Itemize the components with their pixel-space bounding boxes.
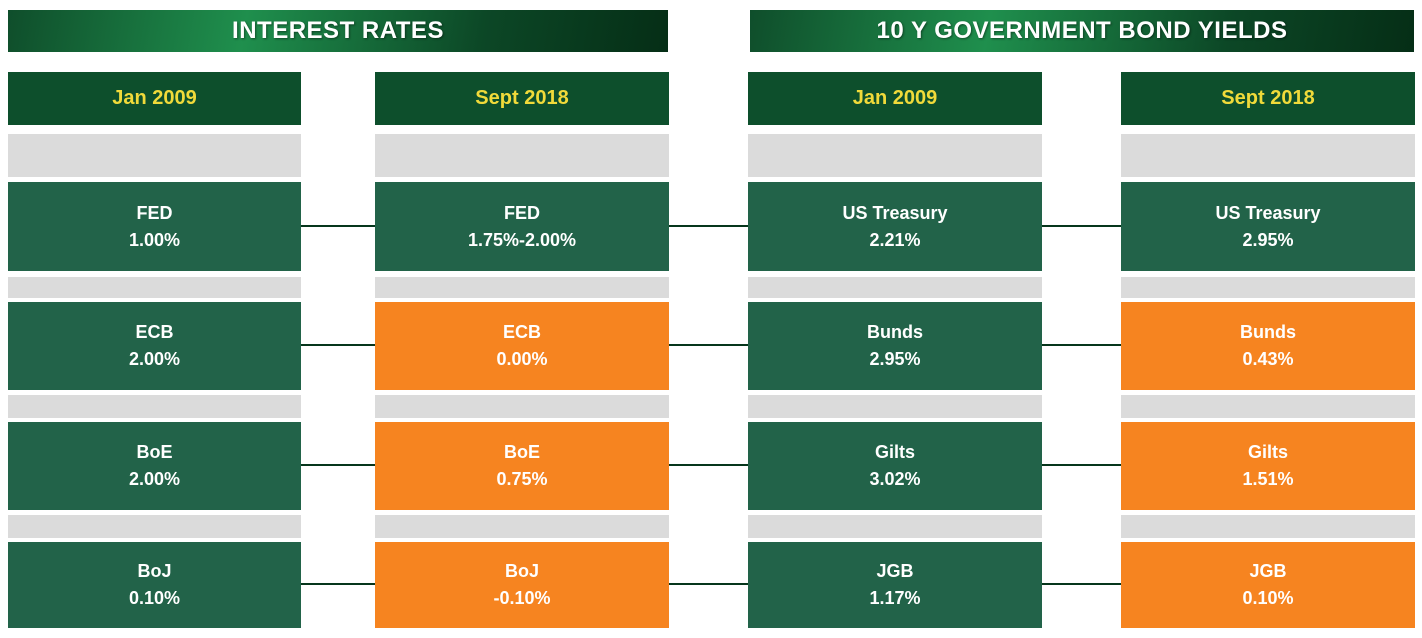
spacer-bar — [1121, 277, 1415, 298]
cell-label: JGB — [1249, 561, 1287, 581]
column-interest-sept-2018: Sept 2018 FED 1.75%-2.00% ECB 0.00% BoE … — [375, 0, 669, 638]
cell-bunds-sept-2018: Bunds 0.43% — [1121, 302, 1415, 390]
spacer-bar — [1121, 134, 1415, 177]
spacer-bar — [375, 515, 669, 538]
spacer-bar — [748, 515, 1042, 538]
cell-ustreasury-sept-2018: US Treasury 2.95% — [1121, 182, 1415, 271]
cell-label: Gilts — [874, 442, 915, 462]
connector-line — [301, 225, 375, 227]
cell-label: FED — [504, 202, 540, 223]
cell-value: 1.51% — [1242, 469, 1294, 489]
column-interest-jan-2009: Jan 2009 FED 1.00% ECB 2.00% BoE 2.00% B… — [8, 0, 301, 638]
connector-line — [1042, 583, 1121, 585]
cell-boj-jan-2009: BoJ 0.10% — [8, 542, 301, 628]
cell-gilts-jan-2009: Gilts 3.02% — [748, 422, 1042, 510]
cell-ecb-jan-2009: ECB 2.00% — [8, 302, 301, 390]
spacer-bar — [8, 515, 301, 538]
cell-boj-sept-2018: BoJ -0.10% — [375, 542, 669, 628]
column-header-yields-jan-2009: Jan 2009 — [748, 72, 1042, 125]
column-yields-sept-2018: Sept 2018 US Treasury 2.95% Bunds 0.43% … — [1121, 0, 1415, 638]
cell-jgb-jan-2009: JGB 1.17% — [748, 542, 1042, 628]
cell-value: 0.43% — [1242, 349, 1294, 369]
cell-value: 2.00% — [128, 349, 181, 369]
cell-ustreasury-jan-2009: US Treasury 2.21% — [748, 182, 1042, 271]
cell-value: 3.02% — [869, 469, 921, 489]
connector-line — [669, 464, 748, 466]
connector-line — [1042, 225, 1121, 227]
cell-boe-sept-2018: BoE 0.75% — [375, 422, 669, 510]
cell-label: US Treasury — [1215, 202, 1321, 223]
cell-label: Bunds — [867, 322, 923, 342]
cell-value: 2.95% — [1242, 229, 1294, 250]
cell-label: BoE — [504, 442, 540, 462]
spacer-bar — [748, 395, 1042, 418]
cell-label: Gilts — [1247, 442, 1288, 462]
cell-value: 2.95% — [869, 349, 921, 369]
cell-ecb-sept-2018: ECB 0.00% — [375, 302, 669, 390]
cell-label: BoJ — [137, 561, 172, 581]
cell-label: BoJ — [504, 561, 539, 581]
spacer-bar — [375, 395, 669, 418]
connector-line — [669, 583, 748, 585]
cell-value: 0.00% — [496, 349, 548, 369]
spacer-bar — [8, 134, 301, 177]
cell-value: 0.75% — [496, 469, 548, 489]
spacer-bar — [748, 134, 1042, 177]
section-title-interest-rates: INTEREST RATES — [8, 10, 668, 52]
cell-fed-sept-2018: FED 1.75%-2.00% — [375, 182, 669, 271]
spacer-bar — [8, 277, 301, 298]
column-header-interest-jan-2009: Jan 2009 — [8, 72, 301, 125]
cell-label: US Treasury — [842, 202, 948, 223]
spacer-bar — [748, 277, 1042, 298]
connector-line — [1042, 464, 1121, 466]
cell-value: 1.17% — [869, 588, 921, 608]
cell-label: ECB — [502, 322, 541, 342]
cell-label: ECB — [135, 322, 174, 342]
connector-line — [301, 344, 375, 346]
connector-line — [669, 344, 748, 346]
section-title-bond-yields: 10 Y GOVERNMENT BOND YIELDS — [750, 10, 1414, 52]
cell-label: BoE — [136, 442, 173, 462]
cell-value: 0.10% — [1242, 588, 1294, 608]
column-header-interest-sept-2018: Sept 2018 — [375, 72, 669, 125]
cell-value: 2.00% — [128, 469, 181, 489]
connector-line — [301, 583, 375, 585]
connector-line — [301, 464, 375, 466]
column-header-yields-sept-2018: Sept 2018 — [1121, 72, 1415, 125]
spacer-bar — [375, 134, 669, 177]
spacer-bar — [1121, 515, 1415, 538]
cell-value: 0.10% — [128, 588, 181, 608]
cell-value: 1.00% — [128, 229, 181, 250]
spacer-bar — [1121, 395, 1415, 418]
spacer-bar — [8, 395, 301, 418]
cell-label: JGB — [876, 561, 914, 581]
cell-jgb-sept-2018: JGB 0.10% — [1121, 542, 1415, 628]
cell-value: -0.10% — [493, 588, 551, 608]
cell-label: Bunds — [1240, 322, 1296, 342]
cell-value: 1.75%-2.00% — [467, 229, 577, 250]
connector-line — [1042, 344, 1121, 346]
cell-value: 2.21% — [869, 229, 921, 250]
cell-bunds-jan-2009: Bunds 2.95% — [748, 302, 1042, 390]
cell-label: FED — [136, 202, 173, 223]
connector-line — [669, 225, 748, 227]
cell-boe-jan-2009: BoE 2.00% — [8, 422, 301, 510]
column-yields-jan-2009: Jan 2009 US Treasury 2.21% Bunds 2.95% G… — [748, 0, 1042, 638]
spacer-bar — [375, 277, 669, 298]
cell-fed-jan-2009: FED 1.00% — [8, 182, 301, 271]
cell-gilts-sept-2018: Gilts 1.51% — [1121, 422, 1415, 510]
